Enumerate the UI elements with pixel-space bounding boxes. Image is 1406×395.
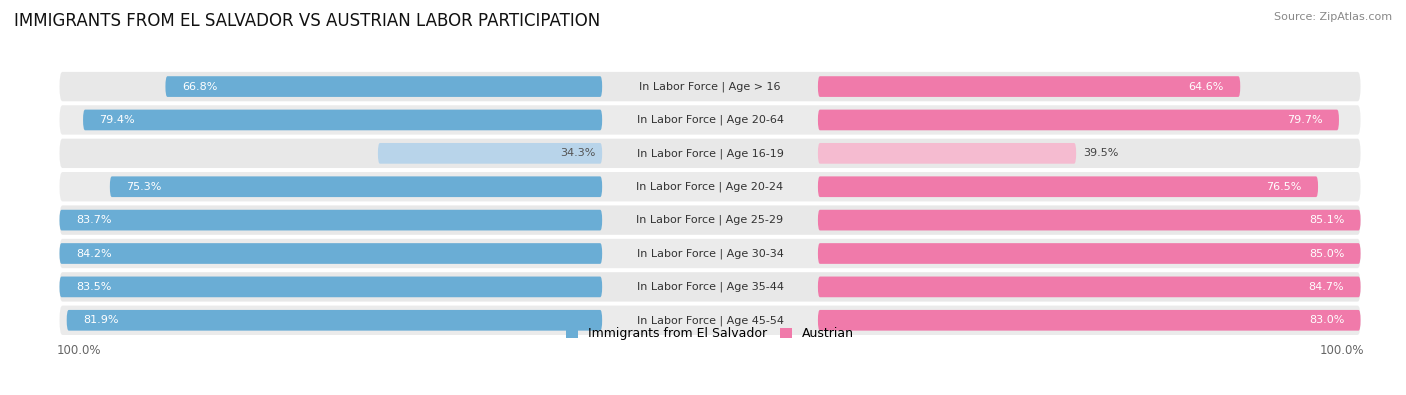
FancyBboxPatch shape	[59, 239, 1361, 268]
FancyBboxPatch shape	[59, 306, 1361, 335]
FancyBboxPatch shape	[818, 143, 1076, 164]
Text: 66.8%: 66.8%	[181, 82, 217, 92]
Text: 84.7%: 84.7%	[1309, 282, 1344, 292]
FancyBboxPatch shape	[818, 310, 1361, 331]
FancyBboxPatch shape	[59, 243, 602, 264]
Text: 75.3%: 75.3%	[127, 182, 162, 192]
Text: 81.9%: 81.9%	[83, 315, 118, 325]
FancyBboxPatch shape	[59, 272, 1361, 302]
FancyBboxPatch shape	[818, 243, 1361, 264]
Text: 79.7%: 79.7%	[1286, 115, 1323, 125]
Text: In Labor Force | Age 45-54: In Labor Force | Age 45-54	[637, 315, 783, 325]
FancyBboxPatch shape	[378, 143, 602, 164]
Text: 34.3%: 34.3%	[560, 149, 596, 158]
Text: 83.0%: 83.0%	[1309, 315, 1344, 325]
Legend: Immigrants from El Salvador, Austrian: Immigrants from El Salvador, Austrian	[565, 327, 855, 340]
Text: 100.0%: 100.0%	[1319, 344, 1364, 357]
FancyBboxPatch shape	[818, 177, 1317, 197]
Text: 84.2%: 84.2%	[76, 248, 111, 258]
Text: In Labor Force | Age 20-24: In Labor Force | Age 20-24	[637, 181, 783, 192]
FancyBboxPatch shape	[818, 76, 1240, 97]
Text: 100.0%: 100.0%	[56, 344, 101, 357]
FancyBboxPatch shape	[818, 109, 1339, 130]
FancyBboxPatch shape	[59, 105, 1361, 135]
Text: 64.6%: 64.6%	[1188, 82, 1223, 92]
FancyBboxPatch shape	[59, 139, 1361, 168]
Text: 85.1%: 85.1%	[1309, 215, 1344, 225]
FancyBboxPatch shape	[59, 210, 602, 230]
FancyBboxPatch shape	[166, 76, 602, 97]
Text: 76.5%: 76.5%	[1267, 182, 1302, 192]
Text: Source: ZipAtlas.com: Source: ZipAtlas.com	[1274, 12, 1392, 22]
Text: IMMIGRANTS FROM EL SALVADOR VS AUSTRIAN LABOR PARTICIPATION: IMMIGRANTS FROM EL SALVADOR VS AUSTRIAN …	[14, 12, 600, 30]
Text: In Labor Force | Age > 16: In Labor Force | Age > 16	[640, 81, 780, 92]
FancyBboxPatch shape	[110, 177, 602, 197]
FancyBboxPatch shape	[66, 310, 602, 331]
Text: 85.0%: 85.0%	[1309, 248, 1344, 258]
FancyBboxPatch shape	[59, 276, 602, 297]
FancyBboxPatch shape	[59, 72, 1361, 101]
Text: 83.7%: 83.7%	[76, 215, 111, 225]
Text: In Labor Force | Age 25-29: In Labor Force | Age 25-29	[637, 215, 783, 226]
FancyBboxPatch shape	[83, 109, 602, 130]
Text: In Labor Force | Age 30-34: In Labor Force | Age 30-34	[637, 248, 783, 259]
Text: 79.4%: 79.4%	[100, 115, 135, 125]
Text: In Labor Force | Age 20-64: In Labor Force | Age 20-64	[637, 115, 783, 125]
FancyBboxPatch shape	[59, 172, 1361, 201]
FancyBboxPatch shape	[59, 205, 1361, 235]
Text: In Labor Force | Age 35-44: In Labor Force | Age 35-44	[637, 282, 783, 292]
Text: 83.5%: 83.5%	[76, 282, 111, 292]
FancyBboxPatch shape	[818, 210, 1361, 230]
Text: 39.5%: 39.5%	[1083, 149, 1118, 158]
Text: In Labor Force | Age 16-19: In Labor Force | Age 16-19	[637, 148, 783, 159]
FancyBboxPatch shape	[818, 276, 1361, 297]
